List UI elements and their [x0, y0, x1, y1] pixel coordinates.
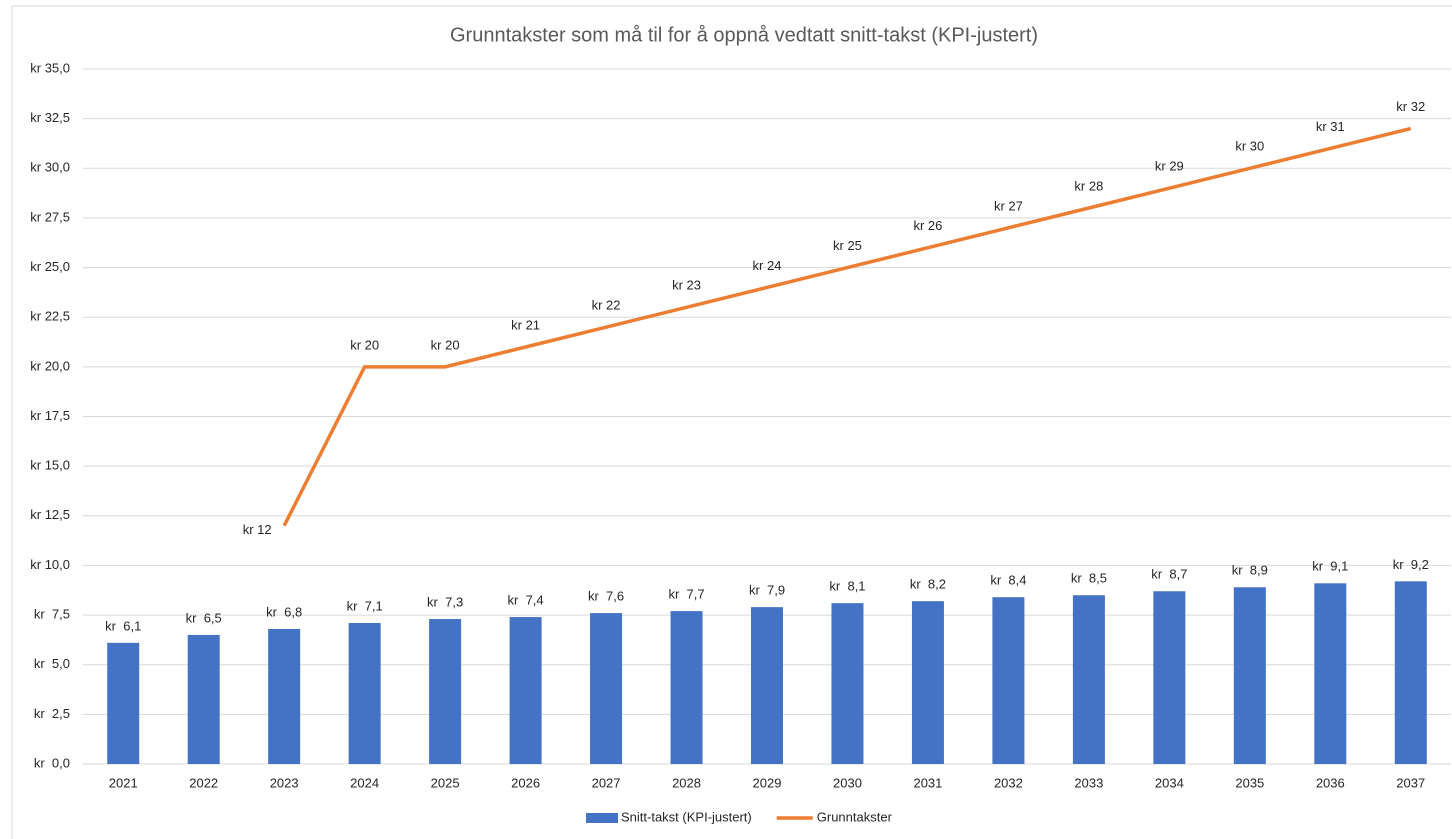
data-label: kr 6,8 [266, 604, 302, 619]
bar [751, 607, 783, 764]
data-label: kr 31 [1316, 119, 1345, 134]
x-tick-label: 2028 [672, 775, 701, 790]
legend-swatch [586, 813, 618, 823]
y-tick-label: kr 5,0 [34, 656, 70, 671]
data-label: kr 20 [431, 337, 460, 352]
line [282, 126, 1412, 527]
y-tick-label: kr 12,5 [30, 507, 70, 522]
y-tick-label: kr 10,0 [30, 557, 70, 572]
legend-label: Snitt-takst (KPI-justert) [621, 809, 752, 824]
y-tick-label: kr 20,0 [30, 358, 70, 373]
y-tick-label: kr 32,5 [30, 110, 70, 125]
y-tick-label: kr 27,5 [30, 209, 70, 224]
x-tick-label: 2022 [189, 775, 218, 790]
chart-title: Grunntakster som må til for å oppnå vedt… [450, 24, 1038, 46]
data-label: kr 28 [1074, 178, 1103, 193]
x-tick-label: 2035 [1235, 775, 1264, 790]
bar [911, 601, 944, 764]
legend-label: Grunntakster [817, 809, 893, 824]
data-label: kr 30 [1235, 139, 1264, 154]
x-tick-label: 2030 [833, 775, 862, 790]
data-label: kr 21 [511, 317, 540, 332]
x-tick-label: 2031 [913, 775, 942, 790]
y-tick-label: kr 7,5 [34, 607, 70, 622]
x-tick-label: 2037 [1396, 775, 1425, 790]
bar [429, 619, 462, 764]
x-tick-label: 2033 [1074, 775, 1103, 790]
data-label: kr 9,1 [1312, 559, 1348, 574]
data-label: kr 27 [994, 198, 1023, 213]
data-label: kr 9,2 [1393, 557, 1429, 572]
bar [107, 642, 140, 764]
data-label: kr 7,7 [668, 587, 704, 602]
x-tick-label: 2021 [109, 775, 138, 790]
data-label: kr 8,5 [1071, 571, 1107, 586]
bar [831, 603, 864, 764]
bar [1394, 581, 1427, 764]
y-tick-label: kr 35,0 [30, 60, 70, 75]
bar [670, 611, 703, 764]
data-label: kr 7,9 [749, 583, 785, 598]
chart-frame [11, 5, 1452, 839]
data-label: kr 8,9 [1232, 563, 1268, 578]
y-tick-label: kr 2,5 [34, 706, 70, 721]
data-label: kr 32 [1396, 99, 1425, 114]
data-label: kr 25 [833, 238, 862, 253]
bar [590, 613, 623, 764]
y-tick-label: kr 0,0 [34, 755, 70, 770]
data-label: kr 8,7 [1151, 567, 1187, 582]
x-tick-label: 2029 [753, 775, 782, 790]
data-label: kr 29 [1155, 159, 1184, 174]
data-label: kr 23 [672, 278, 701, 293]
data-label: kr 8,2 [910, 577, 946, 592]
x-tick-label: 2032 [994, 775, 1023, 790]
data-label: kr 20 [350, 337, 379, 352]
x-tick-label: 2026 [511, 775, 540, 790]
y-tick-label: kr 25,0 [30, 259, 70, 274]
data-label: kr 6,5 [186, 610, 222, 625]
y-tick-label: kr 17,5 [30, 408, 70, 423]
x-tick-label: 2025 [431, 775, 460, 790]
x-tick-label: 2023 [270, 775, 299, 790]
bar [1233, 587, 1266, 764]
bar [509, 617, 542, 764]
data-label: kr 7,3 [427, 594, 463, 609]
data-label: kr 22 [592, 298, 621, 313]
bar [1314, 583, 1347, 764]
x-tick-label: 2027 [592, 775, 621, 790]
bar [992, 597, 1025, 764]
x-tick-label: 2034 [1155, 775, 1184, 790]
bar [1153, 591, 1186, 764]
data-label: kr 7,1 [347, 598, 383, 613]
data-label: kr 8,4 [990, 573, 1026, 588]
bar [348, 623, 381, 764]
x-tick-label: 2024 [350, 775, 379, 790]
x-tick-label: 2036 [1316, 775, 1345, 790]
data-label: kr 12 [243, 522, 272, 537]
y-tick-label: kr 22,5 [30, 309, 70, 324]
bar [187, 634, 220, 764]
y-tick-label: kr 15,0 [30, 458, 70, 473]
y-tick-label: kr 30,0 [30, 160, 70, 175]
data-label: kr 8,1 [829, 579, 865, 594]
bar [268, 628, 301, 764]
data-label: kr 7,4 [508, 592, 544, 607]
data-label: kr 7,6 [588, 589, 624, 604]
data-label: kr 26 [913, 218, 942, 233]
data-label: kr 6,1 [105, 618, 141, 633]
data-label: kr 24 [753, 258, 782, 273]
bar [1072, 595, 1105, 764]
